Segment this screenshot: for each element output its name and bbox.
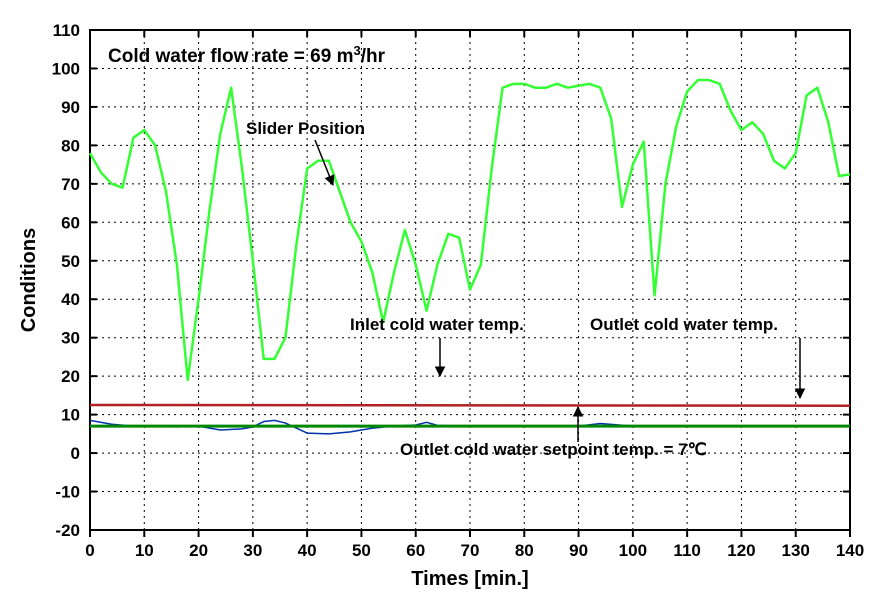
y-tick-label: 60: [61, 213, 80, 232]
x-tick-label: 100: [619, 541, 647, 560]
x-tick-label: 140: [836, 541, 864, 560]
line-chart: 0102030405060708090100110120130140-20-10…: [0, 0, 884, 603]
y-tick-label: 20: [61, 367, 80, 386]
x-tick-label: 10: [135, 541, 154, 560]
x-tick-label: 0: [85, 541, 94, 560]
chart-svg: 0102030405060708090100110120130140-20-10…: [0, 0, 884, 603]
chart-title: Cold water flow rate = 69 m3/hr: [108, 43, 386, 68]
x-tick-label: 90: [569, 541, 588, 560]
y-tick-label: 30: [61, 329, 80, 348]
x-tick-label: 110: [673, 541, 700, 560]
y-tick-label: 10: [61, 406, 80, 425]
x-tick-label: 40: [298, 541, 317, 560]
setpoint-label: Outlet cold water setpoint temp. = 7℃: [400, 440, 707, 459]
x-tick-label: 60: [406, 541, 425, 560]
x-axis-label: Times [min.]: [411, 568, 528, 590]
y-axis-label: Conditions: [18, 228, 40, 332]
y-tick-label: 50: [61, 252, 80, 271]
series-inlet-cold-water-temp: [90, 405, 850, 406]
x-tick-label: 130: [782, 541, 810, 560]
y-tick-label: 0: [71, 444, 80, 463]
x-tick-label: 20: [189, 541, 208, 560]
outlet-label: Outlet cold water temp.: [590, 315, 778, 334]
x-tick-label: 120: [727, 541, 755, 560]
y-tick-label: 100: [52, 59, 80, 78]
y-tick-label: -20: [55, 521, 80, 540]
inlet-label: Inlet cold water temp.: [350, 315, 524, 334]
y-tick-label: 80: [61, 136, 80, 155]
slider-label: Slider Position: [246, 119, 365, 138]
x-tick-label: 70: [461, 541, 480, 560]
x-tick-label: 30: [243, 541, 262, 560]
x-tick-label: 50: [352, 541, 371, 560]
y-tick-label: 40: [61, 290, 80, 309]
y-tick-label: 90: [61, 98, 80, 117]
x-tick-label: 80: [515, 541, 534, 560]
y-tick-label: 70: [61, 175, 80, 194]
y-tick-label: 110: [53, 21, 80, 40]
y-tick-label: -10: [55, 483, 80, 502]
